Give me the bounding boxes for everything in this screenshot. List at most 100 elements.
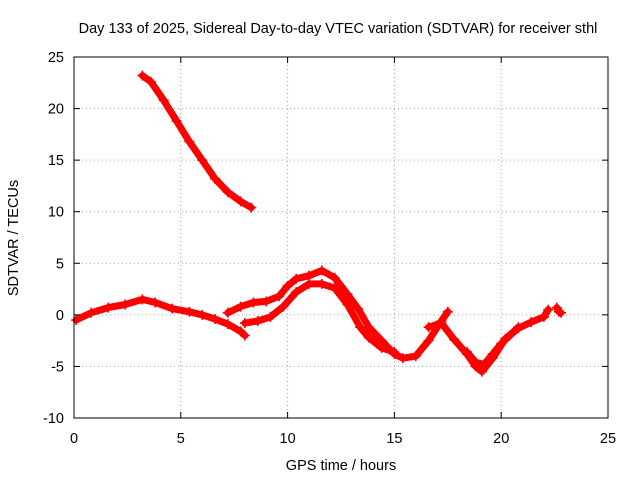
- data-point-marker: [282, 280, 293, 291]
- x-tick-label: 25: [600, 431, 616, 447]
- series-track-c: [222, 265, 453, 364]
- plot-frame: [73, 56, 609, 419]
- data-point-marker: [363, 332, 374, 343]
- x-tick-label: 0: [70, 431, 78, 447]
- data-point-marker: [553, 306, 564, 317]
- data-point-marker: [353, 303, 364, 314]
- data-point-marker: [158, 95, 169, 106]
- series-track-g: [551, 302, 567, 318]
- data-point-marker: [209, 173, 220, 184]
- data-point-marker: [355, 322, 366, 333]
- data-point-marker: [479, 359, 490, 370]
- data-point-marker: [436, 318, 447, 329]
- series-layer: [71, 70, 567, 377]
- data-point-marker: [504, 330, 515, 341]
- data-point-marker: [442, 306, 453, 317]
- data-point-marker: [329, 272, 340, 283]
- data-point-marker: [556, 307, 567, 318]
- data-point-marker: [513, 322, 524, 333]
- chart-title: Day 133 of 2025, Sidereal Day-to-day VTE…: [79, 21, 598, 37]
- data-point-marker: [410, 351, 421, 362]
- y-tick-label: 25: [48, 50, 64, 66]
- data-point-marker: [291, 287, 302, 298]
- data-point-marker: [329, 283, 340, 294]
- y-tick-label: -5: [51, 359, 64, 375]
- data-point-marker: [496, 338, 507, 349]
- data-point-marker: [145, 76, 156, 87]
- y-tick-label: 5: [56, 256, 64, 272]
- data-point-marker: [543, 304, 554, 315]
- y-tick-label: 0: [56, 308, 64, 324]
- series-line: [241, 280, 398, 356]
- data-point-marker: [246, 202, 257, 213]
- data-point-marker: [103, 302, 114, 313]
- data-point-marker: [389, 346, 400, 357]
- series-line: [138, 72, 255, 212]
- data-point-marker: [171, 115, 182, 126]
- data-point-marker: [274, 291, 285, 302]
- data-point-marker: [137, 70, 148, 81]
- y-tick-label: 15: [48, 153, 64, 169]
- data-point-marker: [470, 357, 481, 368]
- data-point-marker: [197, 309, 208, 320]
- data-point-marker: [71, 315, 82, 326]
- data-point-marker: [209, 313, 220, 324]
- y-tick-label: 10: [48, 205, 64, 221]
- y-tick-label: -10: [43, 411, 64, 427]
- data-point-marker: [423, 322, 434, 333]
- data-point-marker: [376, 342, 387, 353]
- series-track-d: [239, 278, 400, 357]
- data-point-marker: [363, 322, 374, 333]
- data-point-marker: [538, 311, 549, 322]
- data-point-marker: [235, 196, 246, 207]
- data-point-marker: [291, 273, 302, 284]
- data-point-marker: [222, 319, 233, 330]
- series-line: [72, 295, 249, 339]
- data-point-marker: [476, 366, 487, 377]
- data-point-marker: [235, 301, 246, 312]
- data-point-marker: [120, 299, 131, 310]
- x-axis-label: GPS time / hours: [286, 458, 396, 474]
- series-track-b: [71, 294, 250, 341]
- data-point-marker: [278, 301, 289, 312]
- data-point-marker: [423, 335, 434, 346]
- data-point-marker: [342, 289, 353, 300]
- data-point-marker: [397, 353, 408, 364]
- data-point-marker: [184, 136, 195, 147]
- y-tick-label: 20: [48, 102, 64, 118]
- data-point-marker: [261, 296, 272, 307]
- data-point-marker: [316, 278, 327, 289]
- data-point-marker: [462, 346, 473, 357]
- series-track-f: [462, 322, 524, 370]
- data-point-marker: [86, 307, 97, 318]
- data-point-marker: [342, 299, 353, 310]
- grid-layer: [74, 57, 608, 418]
- data-point-marker: [526, 317, 537, 328]
- series-track-a: [137, 70, 257, 213]
- data-point-marker: [197, 155, 208, 166]
- data-point-marker: [150, 297, 161, 308]
- x-tick-label: 5: [177, 431, 185, 447]
- data-point-marker: [167, 303, 178, 314]
- x-tick-label: 10: [280, 431, 296, 447]
- y-axis-label: SDTVAR / TECUs: [6, 180, 22, 296]
- data-point-marker: [303, 278, 314, 289]
- data-point-marker: [222, 187, 233, 198]
- x-tick-label: 15: [386, 431, 402, 447]
- x-tick-label: 20: [493, 431, 509, 447]
- data-point-marker: [487, 349, 498, 360]
- data-point-marker: [239, 330, 250, 341]
- data-point-marker: [137, 294, 148, 305]
- data-point-marker: [222, 307, 233, 318]
- data-point-marker: [184, 306, 195, 317]
- data-point-marker: [449, 334, 460, 345]
- data-point-marker: [265, 311, 276, 322]
- data-point-marker: [316, 265, 327, 276]
- series-line: [224, 267, 452, 362]
- data-point-marker: [248, 297, 259, 308]
- tick-layer: 0 5 10 15 20 25 -10 -5 0 5 10 15 20 25: [43, 50, 616, 447]
- data-point-marker: [239, 318, 250, 329]
- data-point-marker: [252, 316, 263, 327]
